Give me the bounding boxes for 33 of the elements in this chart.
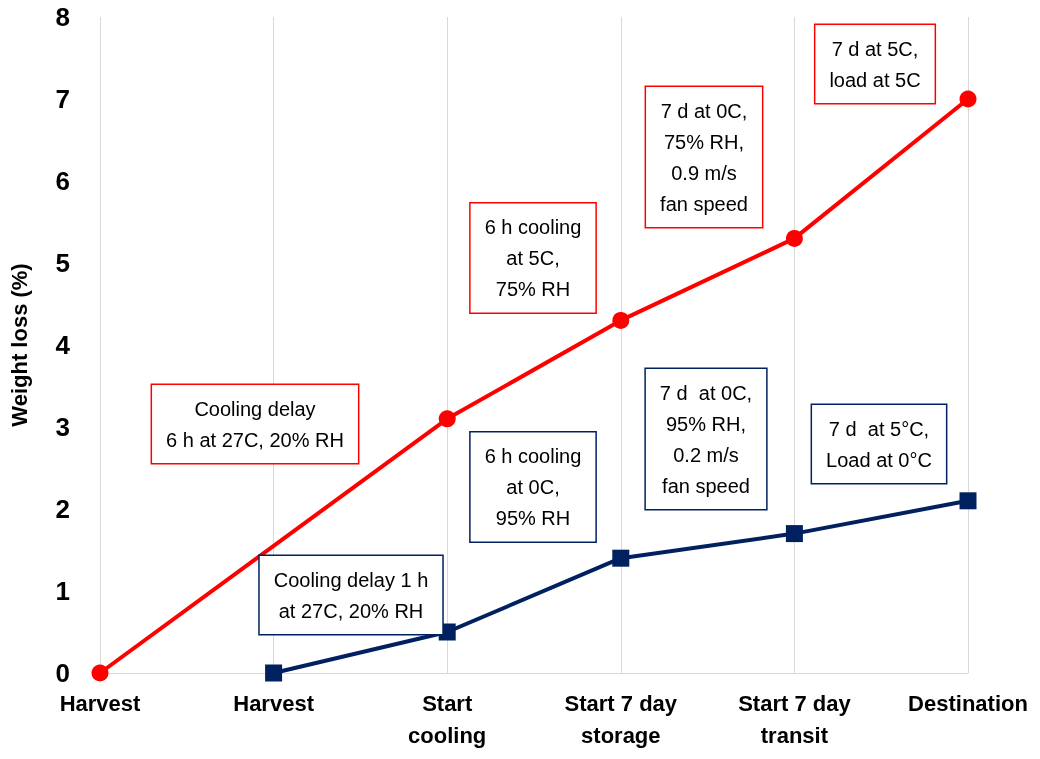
annotation: 7 d at 0C, 75% RH, 0.9 m/s fan speed xyxy=(660,99,748,215)
y-tick-label: 2 xyxy=(55,494,70,524)
y-tick-label: 1 xyxy=(55,576,70,606)
annotation: 7 d at 5°C, Load at 0°C xyxy=(826,417,932,471)
point xyxy=(91,664,109,682)
point xyxy=(265,664,283,682)
annotation: 7 d at 5C, load at 5C xyxy=(829,37,921,91)
y-tick-label: 8 xyxy=(55,2,70,32)
x-tick-label: Start 7 day storage xyxy=(564,690,678,748)
point xyxy=(785,229,803,247)
annotation: 6 h cooling at 5C, 75% RH xyxy=(484,216,582,300)
annotation: Cooling delay 1 h at 27C, 20% RH xyxy=(273,568,429,622)
point xyxy=(612,549,630,567)
y-tick-label: 5 xyxy=(55,248,70,278)
annotation: 7 d at 0C, 95% RH, 0.2 m/s fan speed xyxy=(659,381,753,497)
y-axis-title: Weight loss (%) xyxy=(6,263,32,427)
y-tick-label: 0 xyxy=(55,658,70,688)
y-tick-label: 3 xyxy=(55,412,70,442)
x-tick-label: Harvest xyxy=(59,690,142,716)
point xyxy=(959,90,977,108)
y-tick-label: 7 xyxy=(55,84,70,114)
x-tick-label: Destination xyxy=(908,690,1028,716)
point xyxy=(438,410,456,428)
annotation: Cooling delay 6 h at 27C, 20% RH xyxy=(166,397,344,451)
point xyxy=(959,492,977,510)
y-tick-label: 4 xyxy=(55,330,71,360)
point xyxy=(785,525,803,543)
point xyxy=(612,311,630,329)
x-tick-label: Harvest xyxy=(233,690,315,716)
annotation: 6 h cooling at 0C, 95% RH xyxy=(484,445,582,529)
x-tick-label: Start cooling xyxy=(408,690,487,748)
y-tick-label: 6 xyxy=(55,166,70,196)
x-tick-label: Start 7 day transit xyxy=(738,690,852,748)
